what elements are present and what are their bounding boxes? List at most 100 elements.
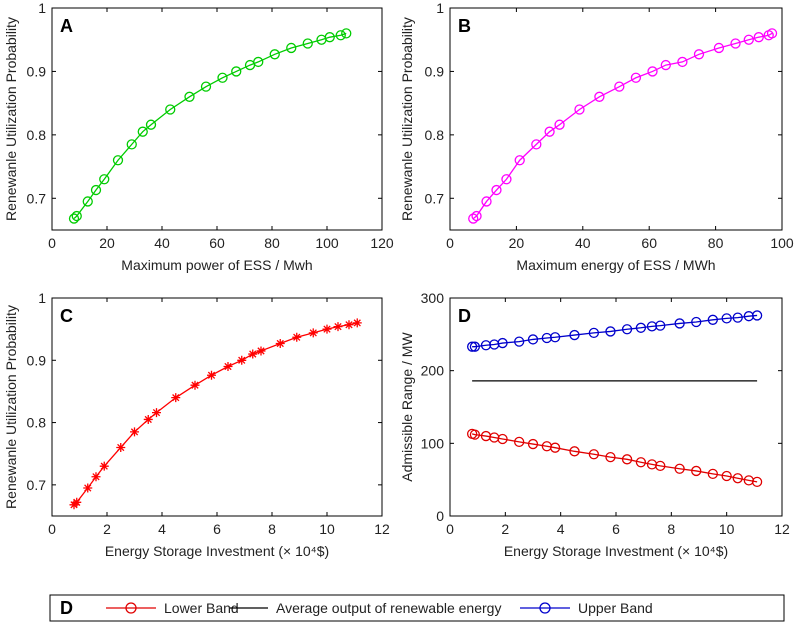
series-0-point	[90, 184, 102, 196]
x-tick-label: 80	[708, 235, 724, 251]
y-tick-label: 0.9	[27, 63, 47, 79]
x-tick-label: 40	[575, 235, 591, 251]
series-0-point	[554, 119, 565, 130]
series-0-point	[713, 42, 725, 54]
series-2-point	[635, 322, 647, 333]
series-0-point	[621, 454, 633, 465]
series-2-point	[646, 321, 658, 332]
legend-text-average-output: Average output of renewable energy	[276, 600, 501, 616]
series-0-point	[743, 34, 754, 45]
x-tick-label: 60	[209, 235, 225, 251]
legend-marker-lower-band	[125, 602, 137, 614]
y-axis-label: Admissible Range / MW	[399, 332, 415, 482]
series-2-point	[621, 324, 633, 335]
series-0-point	[605, 451, 616, 463]
series-0-point	[491, 184, 502, 196]
series-0-point	[165, 104, 176, 115]
series-0-point	[324, 32, 335, 43]
x-axis-label: Maximum energy of ESS / MWh	[516, 257, 715, 273]
series-0-point	[130, 427, 139, 437]
series-0-point	[231, 66, 242, 77]
y-tick-label: 0	[436, 508, 444, 524]
y-tick-label: 0.7	[27, 477, 47, 493]
series-0-point	[137, 126, 148, 137]
series-0-point	[91, 472, 101, 482]
series-0-point	[71, 210, 82, 222]
x-axis-label: Maximum power of ESS / Mwh	[121, 257, 312, 273]
x-tick-label: 10	[719, 521, 735, 537]
x-tick-label: 4	[158, 521, 166, 537]
y-axis-label: Renewanle Utilization Probability	[3, 305, 19, 509]
x-tick-label: 20	[99, 235, 115, 251]
x-tick-label: 4	[557, 521, 565, 537]
series-0-point	[660, 59, 671, 71]
series-0-point	[302, 38, 313, 49]
x-tick-label: 0	[48, 235, 56, 251]
series-0-point	[82, 196, 93, 207]
panel-a: 0 20 40 60 80 100 120 0.7 0.8 0.9 1 Maximum power o…	[3, 0, 394, 273]
x-tick-label: 2	[501, 521, 509, 537]
series-0-point	[275, 338, 285, 348]
series-2-point	[469, 341, 481, 352]
series-0-point	[514, 436, 525, 448]
panel-letter: A	[60, 16, 73, 36]
x-tick-label: 12	[774, 521, 790, 537]
series-0-point	[730, 38, 741, 49]
x-tick-label: 0	[446, 521, 454, 537]
series-0-point	[341, 28, 352, 39]
series-0-point	[514, 155, 525, 166]
series-0-point	[766, 28, 778, 39]
series-2-point	[541, 332, 552, 344]
series-0-point	[469, 429, 481, 440]
y-tick-label: 0.7	[27, 190, 47, 206]
x-tick-label: 2	[103, 521, 111, 537]
legend: D Lower Band Average output of renewable…	[49, 594, 785, 622]
series-0-point	[630, 72, 642, 83]
series-0-point	[481, 196, 492, 207]
series-0-point	[237, 355, 247, 365]
series-0-point	[256, 346, 266, 356]
x-tick-label: 0	[48, 521, 56, 537]
series-2-point	[721, 313, 732, 324]
x-tick-label: 60	[641, 235, 657, 251]
series-0-point	[190, 380, 200, 390]
series-0-point	[751, 476, 763, 487]
x-tick-label: 100	[770, 235, 794, 251]
x-tick-label: 120	[370, 235, 394, 251]
series-2-point	[707, 314, 718, 325]
series-0-point	[99, 461, 109, 471]
series-0-point	[647, 66, 658, 77]
series-0-point	[333, 322, 343, 332]
x-tick-label: 6	[612, 521, 620, 537]
series-0-point	[635, 457, 647, 468]
series-0-point	[471, 210, 482, 222]
x-tick-label: 40	[154, 235, 170, 251]
x-tick-label: 6	[213, 521, 221, 537]
y-axis-label: Renewanle Utilization Probability	[3, 17, 19, 221]
x-tick-label: 20	[509, 235, 525, 251]
series-2-point	[527, 334, 539, 345]
series-2-point	[691, 316, 702, 328]
series-0-point	[677, 56, 688, 68]
series-0-point	[99, 174, 110, 185]
y-tick-label: 0.8	[27, 127, 47, 143]
series-0-point	[322, 324, 332, 334]
y-tick-label: 0.9	[27, 352, 47, 368]
x-tick-label: 10	[319, 521, 335, 537]
plot-frame	[51, 297, 383, 517]
x-tick-label: 100	[315, 235, 339, 251]
series-0-point	[72, 497, 82, 507]
series-0-point	[693, 49, 705, 60]
series-0-point	[269, 49, 280, 60]
series-0-point	[292, 332, 302, 342]
y-tick-label: 0.8	[425, 127, 445, 143]
series-0-point	[112, 155, 124, 166]
y-tick-label: 200	[421, 363, 445, 379]
series-0-point	[732, 473, 743, 484]
y-tick-label: 1	[436, 0, 444, 16]
series-0-point	[614, 81, 625, 92]
y-tick-label: 1	[38, 0, 46, 16]
series-0-point	[588, 449, 600, 460]
y-tick-label: 300	[421, 290, 445, 306]
series-2-point	[605, 326, 616, 337]
